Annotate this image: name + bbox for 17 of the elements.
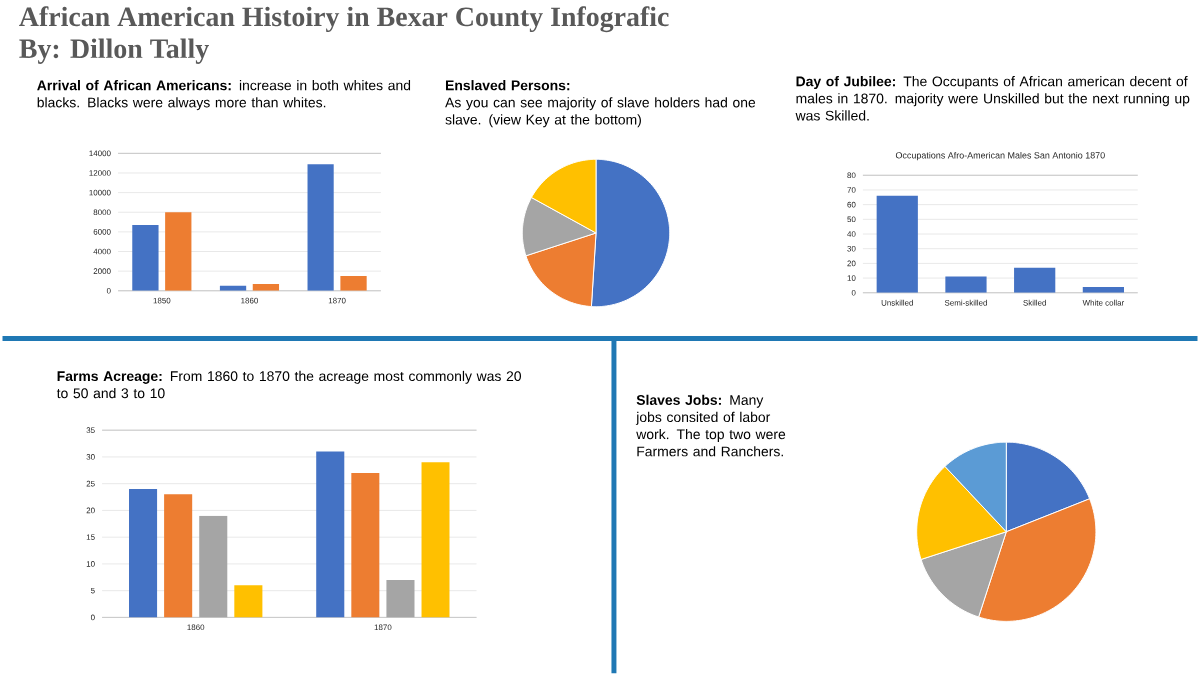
bar <box>129 489 158 618</box>
bar <box>307 164 334 291</box>
bar <box>164 494 193 618</box>
bar <box>421 462 450 618</box>
bar <box>876 195 918 293</box>
bar <box>199 515 228 618</box>
chart-title: African American Histoiry in Bexar County Infografic <box>19 6 669 33</box>
bar <box>351 473 380 618</box>
bar <box>945 276 987 293</box>
bar <box>165 212 192 291</box>
bar <box>132 225 159 291</box>
chart-subtitle: By: Dillon Tally <box>19 38 209 65</box>
bar <box>386 580 415 618</box>
bar <box>316 451 345 618</box>
bar <box>340 276 367 291</box>
bar <box>234 585 263 618</box>
bar <box>1014 267 1056 293</box>
